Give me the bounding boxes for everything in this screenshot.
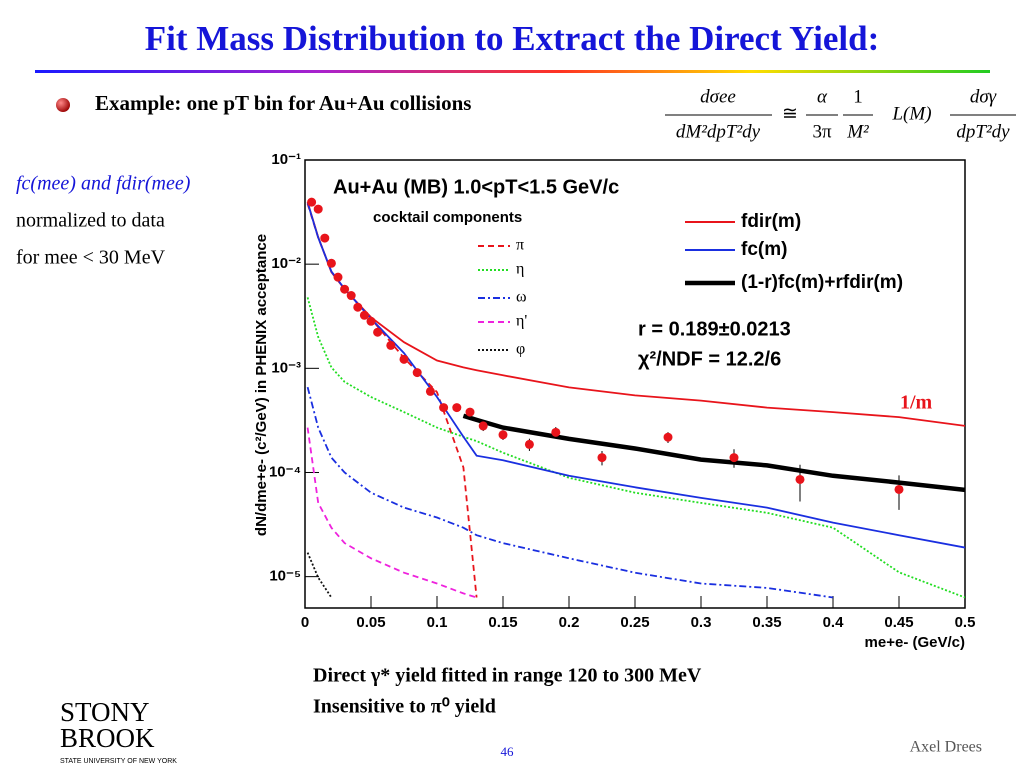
data-point bbox=[373, 327, 383, 337]
y-tick-label: 10⁻⁵ bbox=[269, 568, 301, 585]
formula-part: L(M) bbox=[891, 103, 931, 124]
data-point bbox=[597, 453, 607, 463]
y-tick-label: 10⁻⁴ bbox=[269, 463, 301, 480]
x-tick-label: 0.05 bbox=[356, 614, 385, 631]
side-note: fc(mee) and fdir(mee) bbox=[16, 173, 191, 195]
y-tick-label: 10⁻² bbox=[271, 255, 301, 272]
formula-part: M² bbox=[846, 121, 869, 142]
author: Axel Drees bbox=[910, 739, 982, 756]
formula-part: 3π bbox=[812, 121, 832, 142]
x-tick-label: 0.4 bbox=[823, 614, 845, 631]
x-tick-label: 0.45 bbox=[884, 614, 913, 631]
y-tick-label: 10⁻³ bbox=[271, 359, 301, 376]
series-line bbox=[306, 202, 965, 549]
data-point bbox=[465, 407, 475, 417]
data-point bbox=[346, 291, 356, 301]
logo: STONY bbox=[60, 697, 150, 727]
series-line bbox=[306, 201, 965, 427]
note: Insensitive to π⁰ yield bbox=[313, 696, 496, 718]
annotation: r = 0.189±0.0213 bbox=[638, 318, 791, 340]
legend-label: ω bbox=[516, 289, 527, 306]
formula-part: ≅ bbox=[782, 103, 798, 124]
slide-title: Fit Mass Distribution to Extract the Dir… bbox=[145, 19, 880, 58]
data-point bbox=[498, 430, 508, 440]
x-tick-label: 0.2 bbox=[559, 614, 580, 631]
legend-label: φ bbox=[516, 341, 525, 358]
formula-part: dpT²dy bbox=[956, 121, 1010, 142]
page-number: 46 bbox=[501, 744, 515, 759]
formula-part: dσγ bbox=[970, 86, 997, 107]
side-note: normalized to data bbox=[16, 210, 165, 232]
legend-label: fdir(m) bbox=[741, 211, 801, 232]
series-line bbox=[306, 297, 965, 599]
data-point bbox=[663, 432, 673, 442]
annotation: χ²/NDF = 12.2/6 bbox=[638, 348, 781, 370]
data-point bbox=[366, 316, 376, 326]
x-tick-label: 0.5 bbox=[955, 614, 976, 631]
legend-label: η' bbox=[516, 313, 527, 330]
data-point bbox=[412, 368, 422, 378]
side-note: for mee < 30 MeV bbox=[16, 247, 166, 269]
data-point bbox=[340, 284, 350, 294]
data-point bbox=[307, 197, 317, 207]
formula-part: dM²dpT²dy bbox=[676, 121, 761, 142]
formula-part: 1 bbox=[853, 86, 863, 107]
data-point bbox=[452, 403, 462, 413]
legend-label: η bbox=[516, 261, 524, 278]
data-point bbox=[399, 354, 409, 364]
x-tick-label: 0.3 bbox=[691, 614, 712, 631]
logo: BROOK bbox=[60, 723, 155, 753]
legend-title: cocktail components bbox=[373, 209, 522, 226]
data-point bbox=[795, 474, 805, 484]
x-tick-label: 0.1 bbox=[427, 614, 448, 631]
data-point bbox=[320, 233, 330, 243]
formula: dσee dM²dpT²dy ≅ α 3π 1 M² L(M) dσγ dpT²… bbox=[665, 86, 1016, 142]
data-point bbox=[333, 272, 343, 282]
data-point bbox=[359, 310, 369, 320]
data-point bbox=[478, 421, 488, 431]
series-line bbox=[306, 552, 333, 598]
logo-sub: STATE UNIVERSITY OF NEW YORK bbox=[60, 758, 177, 765]
x-tick-label: 0.25 bbox=[620, 614, 649, 631]
bullet-text: Example: one pT bin for Au+Au collisions bbox=[95, 91, 471, 115]
data-point bbox=[353, 302, 363, 312]
x-tick-label: 0 bbox=[301, 614, 309, 631]
annotation: 1/m bbox=[900, 392, 933, 414]
data-point bbox=[326, 258, 336, 268]
x-tick-label: 0.15 bbox=[488, 614, 517, 631]
legend-label: fc(m) bbox=[741, 239, 787, 260]
x-tick-label: 0.35 bbox=[752, 614, 781, 631]
data-point bbox=[386, 340, 396, 350]
legend-label: π bbox=[516, 237, 524, 254]
formula-part: dσee bbox=[700, 86, 736, 107]
note: Direct γ* yield fitted in range 120 to 3… bbox=[313, 665, 702, 687]
chart-title: Au+Au (MB) 1.0<pT<1.5 GeV/c bbox=[333, 176, 619, 198]
data-point bbox=[729, 453, 739, 463]
data-point bbox=[551, 427, 561, 437]
data-point bbox=[313, 204, 323, 214]
y-tick-label: 10⁻¹ bbox=[271, 151, 301, 168]
data-point bbox=[439, 403, 449, 413]
bullet-icon bbox=[56, 98, 70, 112]
series-line bbox=[306, 427, 477, 599]
title-rule bbox=[35, 70, 990, 73]
y-axis-label: dN/dme+e- (c²/GeV) in PHENIX acceptance bbox=[253, 234, 270, 536]
legend-label: (1-r)fc(m)+rfdir(m) bbox=[741, 272, 903, 293]
plot-area bbox=[306, 197, 965, 599]
plot-frame bbox=[304, 159, 966, 609]
data-point bbox=[425, 386, 435, 396]
data-point bbox=[524, 439, 534, 449]
formula-part: α bbox=[817, 86, 828, 107]
chart: 10⁻¹ 10⁻² 10⁻³ 10⁻⁴ 10⁻⁵ 0 0.05 0.1 0.15 0.2 0.25 0… bbox=[253, 151, 975, 651]
series-line bbox=[306, 386, 834, 599]
x-axis-label: me+e- (GeV/c) bbox=[865, 634, 965, 651]
series-line bbox=[462, 413, 965, 493]
data-point bbox=[894, 484, 904, 494]
